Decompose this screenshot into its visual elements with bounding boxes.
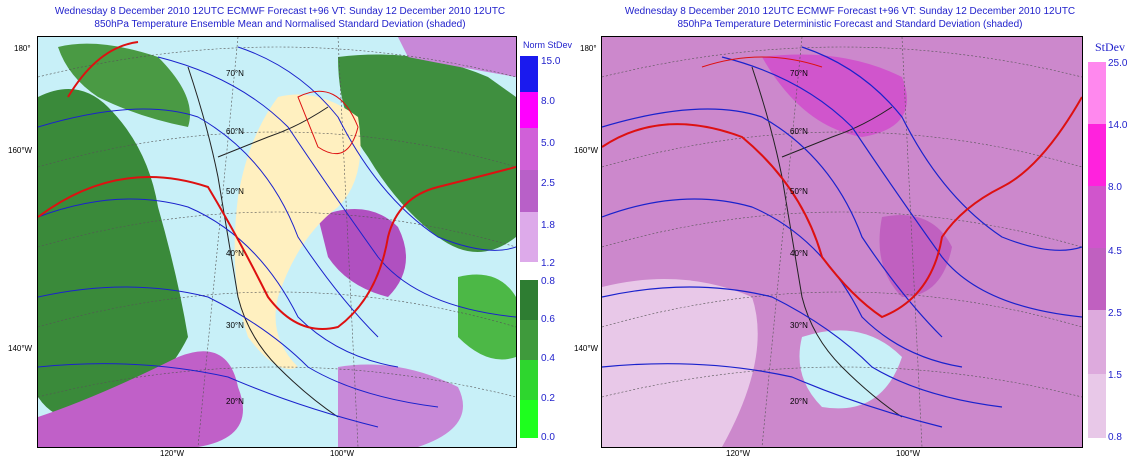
left-cb-label-1-8: 1.8	[541, 220, 555, 231]
left-colorbar-title: Norm StDev	[523, 40, 573, 50]
left-cb-label-2-5: 2.5	[541, 178, 555, 189]
left-purple-area-north	[398, 37, 516, 77]
left-graticule	[38, 37, 516, 447]
left-cb-label-0-0: 0.0	[541, 432, 555, 443]
left-cb-label-15: 15.0	[541, 56, 561, 67]
left-map-canvas	[38, 37, 516, 447]
left-cb-low-seg-3	[520, 400, 538, 438]
right-cb-label-2-5: 2.5	[1108, 308, 1122, 319]
left-cb-seg-4	[520, 212, 538, 262]
left-cb-label-8: 8.0	[541, 96, 555, 107]
right-lon-label-100w: 100°W	[896, 449, 921, 458]
right-lat-label-30: 30°N	[790, 321, 808, 330]
left-green-area-canada	[338, 54, 516, 252]
right-lat-label-20: 20°N	[790, 397, 808, 406]
right-graticule	[602, 37, 1082, 447]
left-lat-label-20: 20°N	[226, 397, 244, 406]
left-lon-label-120w: 120°W	[160, 449, 185, 458]
right-colorbar	[1088, 62, 1106, 438]
left-land-cream	[234, 94, 361, 369]
left-title-line2: 850hPa Temperature Ensemble Mean and Nor…	[94, 19, 466, 30]
left-cb-label-0-8: 0.8	[541, 276, 555, 287]
left-cb-label-0-4: 0.4	[541, 353, 555, 364]
left-cb-seg-0	[520, 56, 538, 92]
left-lon-label-180: 180°	[14, 44, 31, 53]
left-purple-area-ocean	[38, 351, 243, 447]
right-cb-seg-5	[1088, 374, 1106, 438]
left-cb-low-seg-0	[520, 280, 538, 320]
right-blue-contours	[602, 46, 1082, 428]
right-cb-label-14: 14.0	[1108, 120, 1128, 131]
left-colorbar-lower	[520, 280, 538, 438]
left-lat-label-30: 30°N	[226, 321, 244, 330]
left-lat-label-50: 50°N	[226, 187, 244, 196]
left-lon-label-160w: 160°W	[8, 146, 33, 155]
right-ocean-pocket	[799, 330, 902, 409]
left-purple-area-central	[318, 209, 406, 297]
left-cb-seg-3	[520, 170, 538, 212]
left-cb-low-seg-2	[520, 360, 538, 400]
right-cb-seg-1	[1088, 124, 1106, 186]
right-lon-label-140w: 140°W	[574, 344, 599, 353]
right-purple-area-north	[762, 54, 907, 137]
left-lat-label-70: 70°N	[226, 69, 244, 78]
right-purple-area-core	[879, 215, 952, 297]
right-cb-label-1-5: 1.5	[1108, 370, 1122, 381]
right-cb-label-0-8: 0.8	[1108, 432, 1122, 443]
left-cb-label-5: 5.0	[541, 138, 555, 149]
right-lat-label-70: 70°N	[790, 69, 808, 78]
left-lat-label-40: 40°N	[226, 249, 244, 258]
right-cb-seg-3	[1088, 248, 1106, 310]
left-lat-label-60: 60°N	[226, 127, 244, 136]
left-blue-contours	[38, 46, 516, 428]
right-lon-label-120w: 120°W	[726, 449, 751, 458]
right-lon-label-180: 180°	[580, 44, 597, 53]
left-map: 70°N 60°N 50°N 40°N 30°N 20°N	[37, 36, 517, 448]
left-red-contours	[38, 41, 516, 330]
right-cb-label-4-5: 4.5	[1108, 246, 1122, 257]
right-cb-seg-0	[1088, 62, 1106, 124]
left-colorbar-upper	[520, 56, 538, 262]
right-map: 70°N 60°N 50°N 40°N 30°N 20°N	[601, 36, 1083, 448]
right-lon-label-160w: 160°W	[574, 146, 599, 155]
left-cb-label-0-2: 0.2	[541, 393, 555, 404]
left-purple-area-south	[338, 364, 463, 447]
left-title-line1: Wednesday 8 December 2010 12UTC ECMWF Fo…	[54, 6, 506, 17]
right-colorbar-title: StDev	[1095, 40, 1125, 54]
left-cb-seg-1	[520, 92, 538, 128]
left-lon-label-140w: 140°W	[8, 344, 33, 353]
right-title-line2: 850hPa Temperature Deterministic Forecas…	[677, 19, 1023, 30]
left-green-area-pacific	[38, 89, 188, 420]
left-cb-label-0-6: 0.6	[541, 314, 555, 325]
right-map-canvas	[602, 37, 1082, 447]
right-lat-label-50: 50°N	[790, 187, 808, 196]
right-cb-label-8: 8.0	[1108, 182, 1122, 193]
left-coastline	[187, 66, 339, 418]
right-cb-seg-4	[1088, 310, 1106, 374]
left-green-area-east	[458, 274, 516, 360]
right-cb-seg-2	[1088, 186, 1106, 248]
right-title-line1: Wednesday 8 December 2010 12UTC ECMWF Fo…	[624, 6, 1076, 17]
left-cb-low-seg-1	[520, 320, 538, 360]
right-red-contours	[602, 56, 1082, 319]
left-green-area-north	[58, 43, 190, 127]
right-lat-label-40: 40°N	[790, 249, 808, 258]
left-lon-label-100w: 100°W	[330, 449, 355, 458]
right-purple-area-light	[602, 279, 758, 447]
left-cb-label-1-2: 1.2	[541, 258, 555, 269]
left-cb-seg-2	[520, 128, 538, 170]
right-coastline	[751, 66, 903, 418]
right-cb-label-25: 25.0	[1108, 58, 1128, 69]
right-lat-label-60: 60°N	[790, 127, 808, 136]
